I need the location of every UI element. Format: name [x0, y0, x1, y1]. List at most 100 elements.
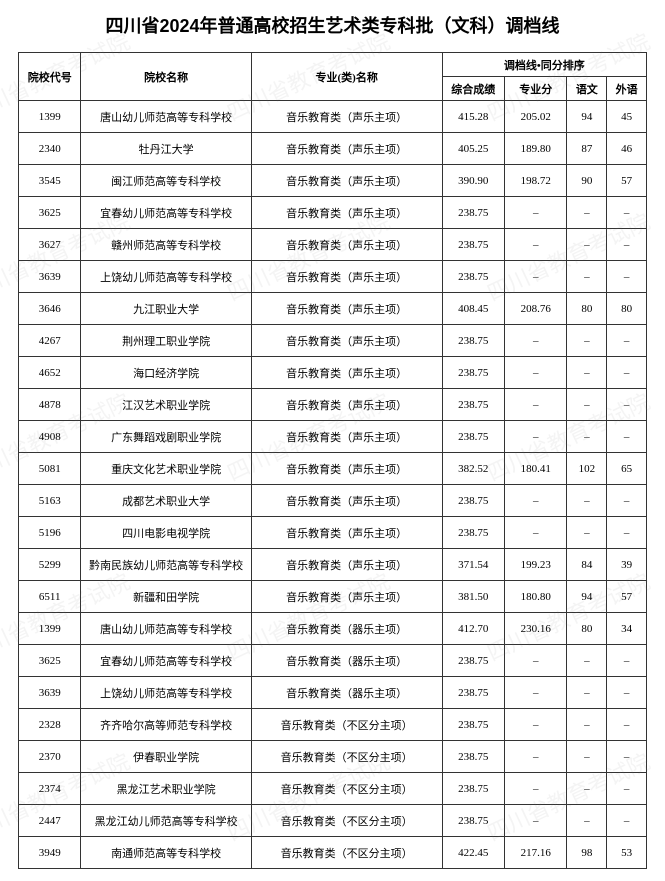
cell-code: 3646	[19, 293, 81, 325]
cell-code: 2374	[19, 773, 81, 805]
cell-s4: 57	[607, 581, 647, 613]
cell-school: 宜春幼儿师范高等专科学校	[81, 197, 251, 229]
cell-s2: –	[505, 709, 567, 741]
cell-school: 上饶幼儿师范高等专科学校	[81, 261, 251, 293]
cell-code: 5299	[19, 549, 81, 581]
table-row: 5299黔南民族幼儿师范高等专科学校音乐教育类（声乐主项）371.54199.2…	[19, 549, 647, 581]
cell-school: 齐齐哈尔高等师范专科学校	[81, 709, 251, 741]
cell-school: 海口经济学院	[81, 357, 251, 389]
cell-code: 2328	[19, 709, 81, 741]
table-row: 3639上饶幼儿师范高等专科学校音乐教育类（器乐主项）238.75–––	[19, 677, 647, 709]
table-row: 4878江汉艺术职业学院音乐教育类（声乐主项）238.75–––	[19, 389, 647, 421]
cell-s3: 80	[567, 613, 607, 645]
table-row: 3545闽江师范高等专科学校音乐教育类（声乐主项）390.90198.72905…	[19, 165, 647, 197]
cell-s4: 46	[607, 133, 647, 165]
table-row: 1399唐山幼儿师范高等专科学校音乐教育类（声乐主项）415.28205.029…	[19, 101, 647, 133]
cell-s4: 34	[607, 613, 647, 645]
cell-major: 音乐教育类（器乐主项）	[251, 613, 442, 645]
cell-code: 5163	[19, 485, 81, 517]
cell-s2: –	[505, 229, 567, 261]
cell-s1: 238.75	[442, 741, 504, 773]
cell-s1: 238.75	[442, 325, 504, 357]
cell-s4: –	[607, 645, 647, 677]
page-title: 四川省2024年普通高校招生艺术类专科批（文科）调档线	[18, 12, 647, 38]
cell-school: 黔南民族幼儿师范高等专科学校	[81, 549, 251, 581]
table-header-row-1: 院校代号 院校名称 专业(类)名称 调档线•同分排序	[19, 53, 647, 77]
cell-major: 音乐教育类（声乐主项）	[251, 101, 442, 133]
cell-s2: –	[505, 805, 567, 837]
cell-s1: 238.75	[442, 389, 504, 421]
cell-s2: 199.23	[505, 549, 567, 581]
cell-code: 4652	[19, 357, 81, 389]
cell-major: 音乐教育类（声乐主项）	[251, 357, 442, 389]
cell-s3: –	[567, 645, 607, 677]
cell-s3: –	[567, 421, 607, 453]
cell-s2: 205.02	[505, 101, 567, 133]
cell-s2: 217.16	[505, 837, 567, 869]
cell-code: 3625	[19, 645, 81, 677]
cell-code: 3639	[19, 677, 81, 709]
cell-school: 赣州师范高等专科学校	[81, 229, 251, 261]
cell-school: 伊春职业学院	[81, 741, 251, 773]
cell-school: 荆州理工职业学院	[81, 325, 251, 357]
cell-s3: –	[567, 325, 607, 357]
th-group: 调档线•同分排序	[442, 53, 646, 77]
cell-s2: –	[505, 677, 567, 709]
cell-s4: –	[607, 357, 647, 389]
cell-s1: 412.70	[442, 613, 504, 645]
table-row: 4267荆州理工职业学院音乐教育类（声乐主项）238.75–––	[19, 325, 647, 357]
cell-s2: 198.72	[505, 165, 567, 197]
cell-s4: –	[607, 773, 647, 805]
cell-s2: 230.16	[505, 613, 567, 645]
table-row: 3627赣州师范高等专科学校音乐教育类（声乐主项）238.75–––	[19, 229, 647, 261]
cell-s2: –	[505, 197, 567, 229]
cell-s3: 90	[567, 165, 607, 197]
table-row: 5196四川电影电视学院音乐教育类（声乐主项）238.75–––	[19, 517, 647, 549]
cell-s1: 238.75	[442, 805, 504, 837]
cell-code: 1399	[19, 101, 81, 133]
cell-s1: 238.75	[442, 421, 504, 453]
cell-school: 宜春幼儿师范高等专科学校	[81, 645, 251, 677]
cell-school: 成都艺术职业大学	[81, 485, 251, 517]
cell-s2: 189.80	[505, 133, 567, 165]
cell-code: 3639	[19, 261, 81, 293]
cell-s3: –	[567, 773, 607, 805]
cell-code: 3625	[19, 197, 81, 229]
cell-major: 音乐教育类（声乐主项）	[251, 133, 442, 165]
cell-major: 音乐教育类（声乐主项）	[251, 165, 442, 197]
cell-s1: 405.25	[442, 133, 504, 165]
cell-major: 音乐教育类（声乐主项）	[251, 421, 442, 453]
cell-s4: 57	[607, 165, 647, 197]
cell-school: 新疆和田学院	[81, 581, 251, 613]
cell-s3: –	[567, 229, 607, 261]
cell-school: 牡丹江大学	[81, 133, 251, 165]
cell-s1: 238.75	[442, 261, 504, 293]
table-row: 3625宜春幼儿师范高等专科学校音乐教育类（声乐主项）238.75–––	[19, 197, 647, 229]
cell-major: 音乐教育类（声乐主项）	[251, 581, 442, 613]
cell-major: 音乐教育类（声乐主项）	[251, 389, 442, 421]
cell-s3: –	[567, 677, 607, 709]
cell-major: 音乐教育类（不区分主项）	[251, 741, 442, 773]
cell-code: 2340	[19, 133, 81, 165]
cell-school: 重庆文化艺术职业学院	[81, 453, 251, 485]
th-major: 专业(类)名称	[251, 53, 442, 101]
cell-code: 2447	[19, 805, 81, 837]
cell-s1: 390.90	[442, 165, 504, 197]
cell-major: 音乐教育类（声乐主项）	[251, 261, 442, 293]
cell-major: 音乐教育类（不区分主项）	[251, 773, 442, 805]
cell-school: 唐山幼儿师范高等专科学校	[81, 101, 251, 133]
cell-s3: –	[567, 517, 607, 549]
cell-school: 南通师范高等专科学校	[81, 837, 251, 869]
cell-s1: 371.54	[442, 549, 504, 581]
cell-s2: –	[505, 421, 567, 453]
score-table: 院校代号 院校名称 专业(类)名称 调档线•同分排序 综合成绩 专业分 语文 外…	[18, 52, 647, 869]
cell-s1: 238.75	[442, 485, 504, 517]
cell-s1: 415.28	[442, 101, 504, 133]
table-row: 6511新疆和田学院音乐教育类（声乐主项）381.50180.809457	[19, 581, 647, 613]
cell-major: 音乐教育类（不区分主项）	[251, 837, 442, 869]
cell-s3: –	[567, 805, 607, 837]
cell-s4: –	[607, 421, 647, 453]
cell-s1: 238.75	[442, 517, 504, 549]
cell-major: 音乐教育类（声乐主项）	[251, 453, 442, 485]
cell-s4: –	[607, 517, 647, 549]
